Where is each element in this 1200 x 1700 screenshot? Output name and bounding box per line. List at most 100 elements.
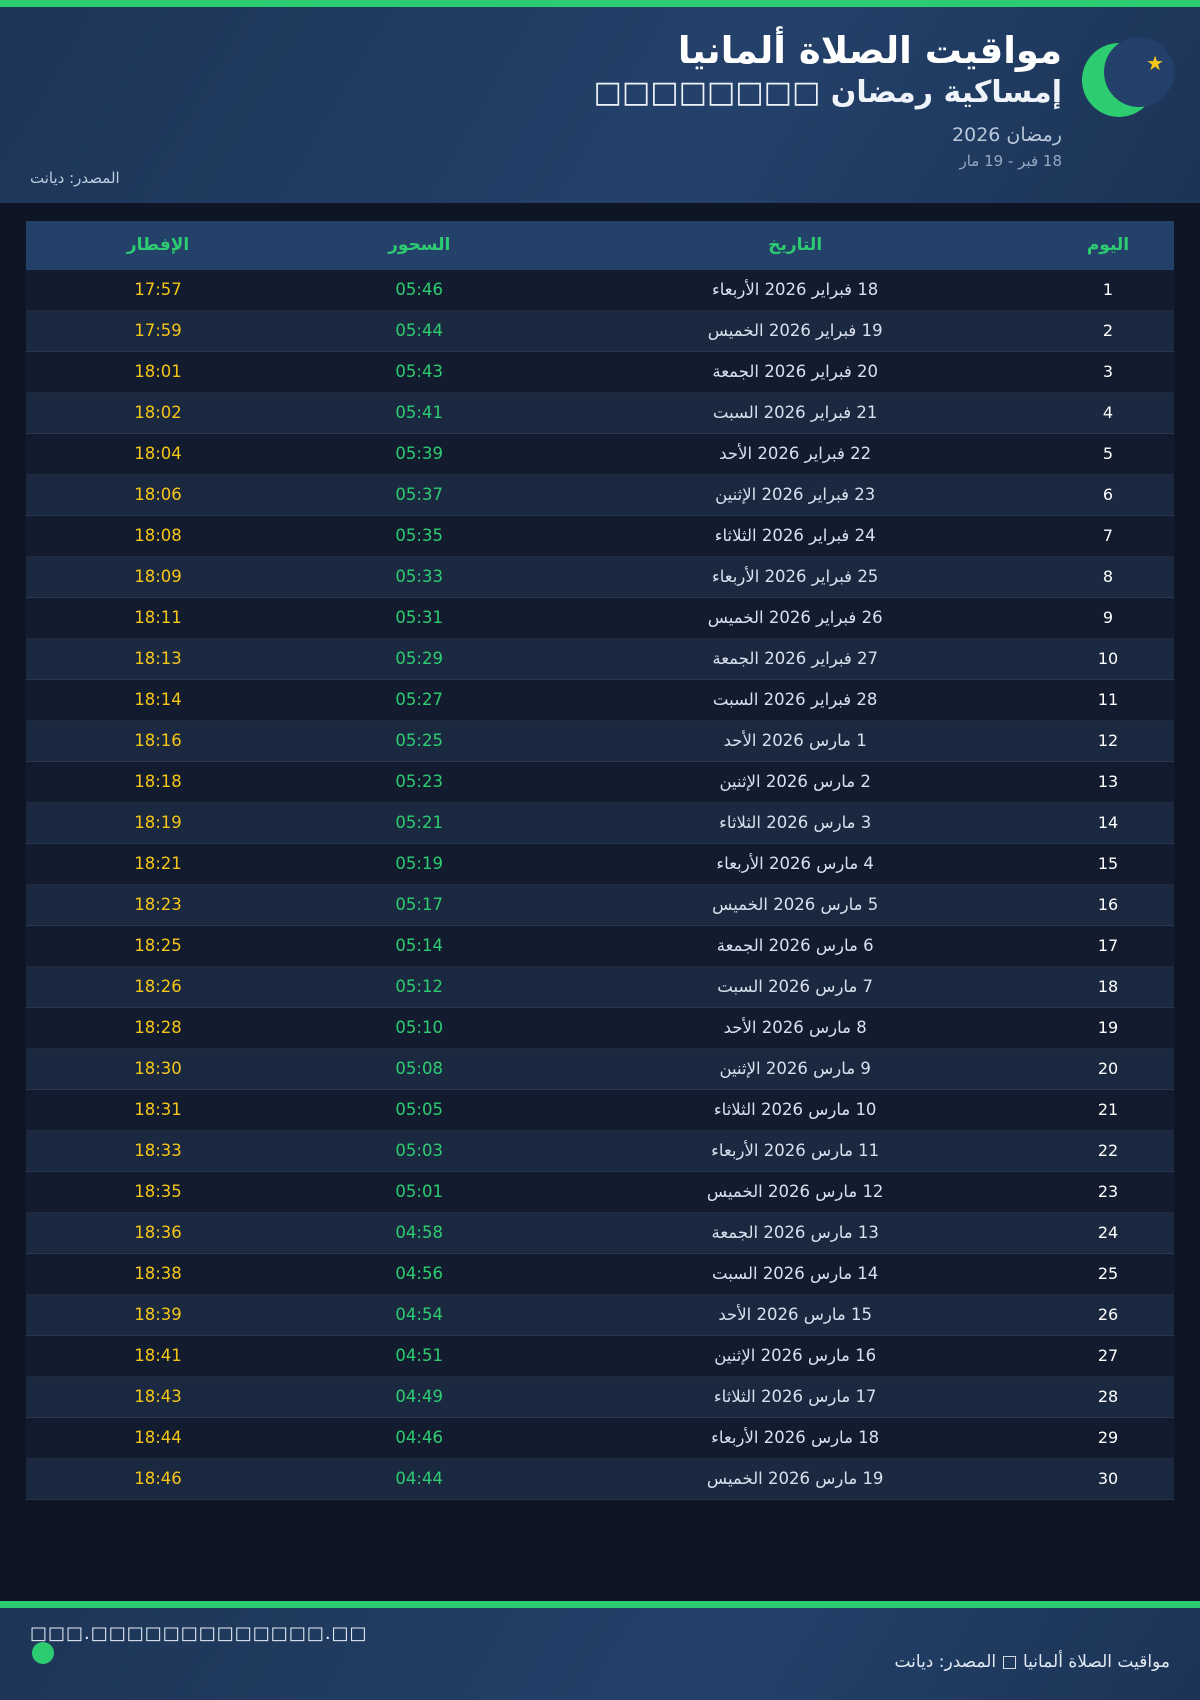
table-header-row: اليوم التاريخ السحور الإفطار	[26, 221, 1174, 270]
cell-suhoor: 05:08	[290, 1048, 549, 1090]
cell-iftar: 17:57	[26, 270, 291, 311]
table-row: 9 26 فبراير 2026 الخميس 05:31 18:11	[26, 597, 1174, 639]
cell-date: 15 مارس 2026 الأحد	[548, 1294, 1042, 1336]
cell-date: 25 فبراير 2026 الأربعاء	[548, 556, 1042, 598]
cell-date: 2 مارس 2026 الإثنين	[548, 761, 1042, 803]
table-row: 25 14 مارس 2026 السبت 04:56 18:38	[26, 1253, 1174, 1295]
cell-suhoor: 04:51	[290, 1335, 549, 1377]
cell-date: 14 مارس 2026 السبت	[548, 1253, 1042, 1295]
cell-day: 25	[1041, 1253, 1174, 1295]
cell-iftar: 18:04	[26, 433, 291, 475]
cell-suhoor: 05:03	[290, 1130, 549, 1172]
cell-suhoor: 04:49	[290, 1376, 549, 1418]
cell-date: 12 مارس 2026 الخميس	[548, 1171, 1042, 1213]
cell-day: 2	[1041, 310, 1174, 352]
cell-day: 22	[1041, 1130, 1174, 1172]
cell-day: 28	[1041, 1376, 1174, 1418]
cell-suhoor: 05:23	[290, 761, 549, 803]
table-row: 18 7 مارس 2026 السبت 05:12 18:26	[26, 966, 1174, 1008]
cell-day: 15	[1041, 843, 1174, 885]
cell-iftar: 18:38	[26, 1253, 291, 1295]
cell-iftar: 17:59	[26, 310, 291, 352]
table-row: 7 24 فبراير 2026 الثلاثاء 05:35 18:08	[26, 515, 1174, 557]
cell-day: 19	[1041, 1007, 1174, 1049]
table-body: 1 18 فبراير 2026 الأربعاء 05:46 17:57 2 19 فب…	[26, 270, 1174, 1500]
page-header: ★ مواقيت الصلاة ألمانيا إمساكية رمضان □□…	[0, 7, 1200, 203]
cell-suhoor: 04:44	[290, 1458, 549, 1500]
table-row: 27 16 مارس 2026 الإثنين 04:51 18:41	[26, 1335, 1174, 1377]
column-header-date: التاريخ	[548, 221, 1042, 270]
table-row: 6 23 فبراير 2026 الإثنين 05:37 18:06	[26, 474, 1174, 516]
cell-iftar: 18:26	[26, 966, 291, 1008]
cell-date: 9 مارس 2026 الإثنين	[548, 1048, 1042, 1090]
cell-iftar: 18:16	[26, 720, 291, 762]
cell-iftar: 18:28	[26, 1007, 291, 1049]
table-row: 2 19 فبراير 2026 الخميس 05:44 17:59	[26, 310, 1174, 352]
cell-suhoor: 05:43	[290, 351, 549, 393]
table-row: 15 4 مارس 2026 الأربعاء 05:19 18:21	[26, 843, 1174, 885]
cell-day: 30	[1041, 1458, 1174, 1500]
cell-suhoor: 05:12	[290, 966, 549, 1008]
cell-iftar: 18:02	[26, 392, 291, 434]
top-accent-bar	[0, 0, 1200, 7]
cell-suhoor: 05:21	[290, 802, 549, 844]
table-row: 10 27 فبراير 2026 الجمعة 05:29 18:13	[26, 638, 1174, 680]
cell-date: 28 فبراير 2026 السبت	[548, 679, 1042, 721]
cell-suhoor: 05:46	[290, 270, 549, 311]
table-row: 23 12 مارس 2026 الخميس 05:01 18:35	[26, 1171, 1174, 1213]
table-row: 11 28 فبراير 2026 السبت 05:27 18:14	[26, 679, 1174, 721]
page-footer: □□□.□□□□□□□□□□□□□.□□ مواقيت الصلاة ألمان…	[0, 1608, 1200, 1700]
cell-suhoor: 04:46	[290, 1417, 549, 1459]
cell-suhoor: 05:14	[290, 925, 549, 967]
cell-date: 18 فبراير 2026 الأربعاء	[548, 270, 1042, 311]
table-row: 24 13 مارس 2026 الجمعة 04:58 18:36	[26, 1212, 1174, 1254]
cell-day: 11	[1041, 679, 1174, 721]
cell-iftar: 18:31	[26, 1089, 291, 1131]
table-row: 3 20 فبراير 2026 الجمعة 05:43 18:01	[26, 351, 1174, 393]
cell-iftar: 18:01	[26, 351, 291, 393]
cell-date: 13 مارس 2026 الجمعة	[548, 1212, 1042, 1254]
column-header-suhoor: السحور	[290, 221, 549, 270]
prayer-times-table: اليوم التاريخ السحور الإفطار 1 18 فبراير …	[26, 221, 1174, 1500]
cell-suhoor: 05:25	[290, 720, 549, 762]
cell-day: 9	[1041, 597, 1174, 639]
table-row: 8 25 فبراير 2026 الأربعاء 05:33 18:09	[26, 556, 1174, 598]
cell-iftar: 18:19	[26, 802, 291, 844]
cell-iftar: 18:30	[26, 1048, 291, 1090]
cell-suhoor: 05:01	[290, 1171, 549, 1213]
cell-date: 26 فبراير 2026 الخميس	[548, 597, 1042, 639]
cell-day: 7	[1041, 515, 1174, 557]
cell-day: 13	[1041, 761, 1174, 803]
cell-iftar: 18:25	[26, 925, 291, 967]
table-row: 19 8 مارس 2026 الأحد 05:10 18:28	[26, 1007, 1174, 1049]
cell-iftar: 18:44	[26, 1417, 291, 1459]
footer-url[interactable]: □□□.□□□□□□□□□□□□□.□□	[30, 1623, 368, 1644]
page-subtitle: إمساكية رمضان □□□□□□□□	[593, 74, 1062, 110]
table-row: 14 3 مارس 2026 الثلاثاء 05:21 18:19	[26, 802, 1174, 844]
footer-note: مواقيت الصلاة ألمانيا □ المصدر: ديانت	[894, 1652, 1170, 1673]
table-row: 28 17 مارس 2026 الثلاثاء 04:49 18:43	[26, 1376, 1174, 1418]
footer-accent-bar	[0, 1601, 1200, 1608]
cell-date: 8 مارس 2026 الأحد	[548, 1007, 1042, 1049]
table-row: 5 22 فبراير 2026 الأحد 05:39 18:04	[26, 433, 1174, 475]
cell-date: 20 فبراير 2026 الجمعة	[548, 351, 1042, 393]
cell-iftar: 18:11	[26, 597, 291, 639]
cell-day: 6	[1041, 474, 1174, 516]
cell-iftar: 18:46	[26, 1458, 291, 1500]
page-title: مواقيت الصلاة ألمانيا	[677, 29, 1062, 72]
table-row: 22 11 مارس 2026 الأربعاء 05:03 18:33	[26, 1130, 1174, 1172]
timetable-area: اليوم التاريخ السحور الإفطار 1 18 فبراير …	[0, 203, 1200, 1601]
table-row: 21 10 مارس 2026 الثلاثاء 05:05 18:31	[26, 1089, 1174, 1131]
cell-date: 24 فبراير 2026 الثلاثاء	[548, 515, 1042, 557]
cell-day: 3	[1041, 351, 1174, 393]
cell-day: 18	[1041, 966, 1174, 1008]
month-label: رمضان 2026	[952, 123, 1062, 146]
cell-iftar: 18:06	[26, 474, 291, 516]
table-row: 1 18 فبراير 2026 الأربعاء 05:46 17:57	[26, 270, 1174, 311]
cell-suhoor: 04:54	[290, 1294, 549, 1336]
cell-iftar: 18:18	[26, 761, 291, 803]
cell-day: 20	[1041, 1048, 1174, 1090]
cell-iftar: 18:41	[26, 1335, 291, 1377]
cell-date: 19 فبراير 2026 الخميس	[548, 310, 1042, 352]
cell-suhoor: 05:31	[290, 597, 549, 639]
